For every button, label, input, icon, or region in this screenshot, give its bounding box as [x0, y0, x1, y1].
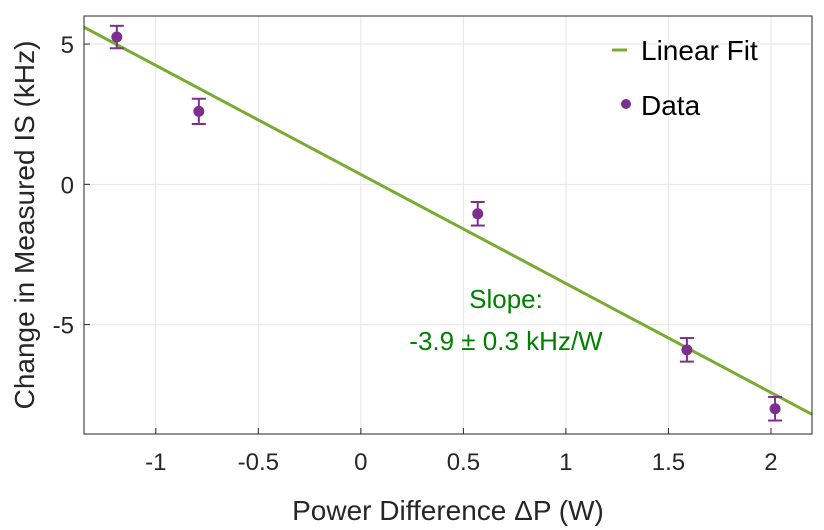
- data-series: [109, 24, 783, 422]
- x-tick-label: -1: [145, 449, 166, 476]
- legend-linear-fit-label: Linear Fit: [641, 35, 758, 66]
- y-axis-label: Change in Measured IS (kHz): [9, 41, 40, 410]
- data-marker: [111, 31, 123, 43]
- x-axis-ticks: -1 -0.5 0 0.5 1 1.5 2: [145, 428, 778, 476]
- x-tick-label: 1.5: [652, 449, 685, 476]
- slope-annotation-title: Slope:: [469, 284, 543, 314]
- data-marker: [472, 208, 484, 220]
- y-tick-label: -5: [53, 313, 74, 340]
- data-point: [109, 24, 124, 50]
- data-marker: [681, 344, 693, 356]
- slope-annotation-value: -3.9 ± 0.3 kHz/W: [409, 326, 603, 356]
- data-marker: [769, 403, 781, 415]
- x-tick-label: 1: [559, 449, 572, 476]
- slope-annotation: Slope: -3.9 ± 0.3 kHz/W: [409, 284, 603, 356]
- legend-data-swatch: [621, 99, 631, 109]
- x-tick-label: 0: [354, 449, 367, 476]
- x-tick-label: -0.5: [238, 449, 279, 476]
- y-tick-label: 5: [61, 32, 74, 59]
- plot-frame: [83, 15, 813, 435]
- y-axis-ticks: 5 0 -5: [53, 32, 90, 340]
- plot-area: [84, 16, 812, 434]
- legend-data-label: Data: [641, 90, 701, 121]
- data-marker: [193, 105, 205, 117]
- x-tick-label: 2: [764, 449, 777, 476]
- x-tick-label: 0.5: [447, 449, 480, 476]
- data-point: [470, 200, 485, 227]
- data-point: [191, 97, 206, 126]
- legend: Linear Fit Data: [612, 35, 758, 121]
- x-axis-label: Power Difference ΔP (W): [292, 495, 604, 526]
- data-point: [679, 337, 694, 363]
- grid: [84, 16, 812, 434]
- y-tick-label: 0: [61, 172, 74, 199]
- data-point: [768, 395, 783, 422]
